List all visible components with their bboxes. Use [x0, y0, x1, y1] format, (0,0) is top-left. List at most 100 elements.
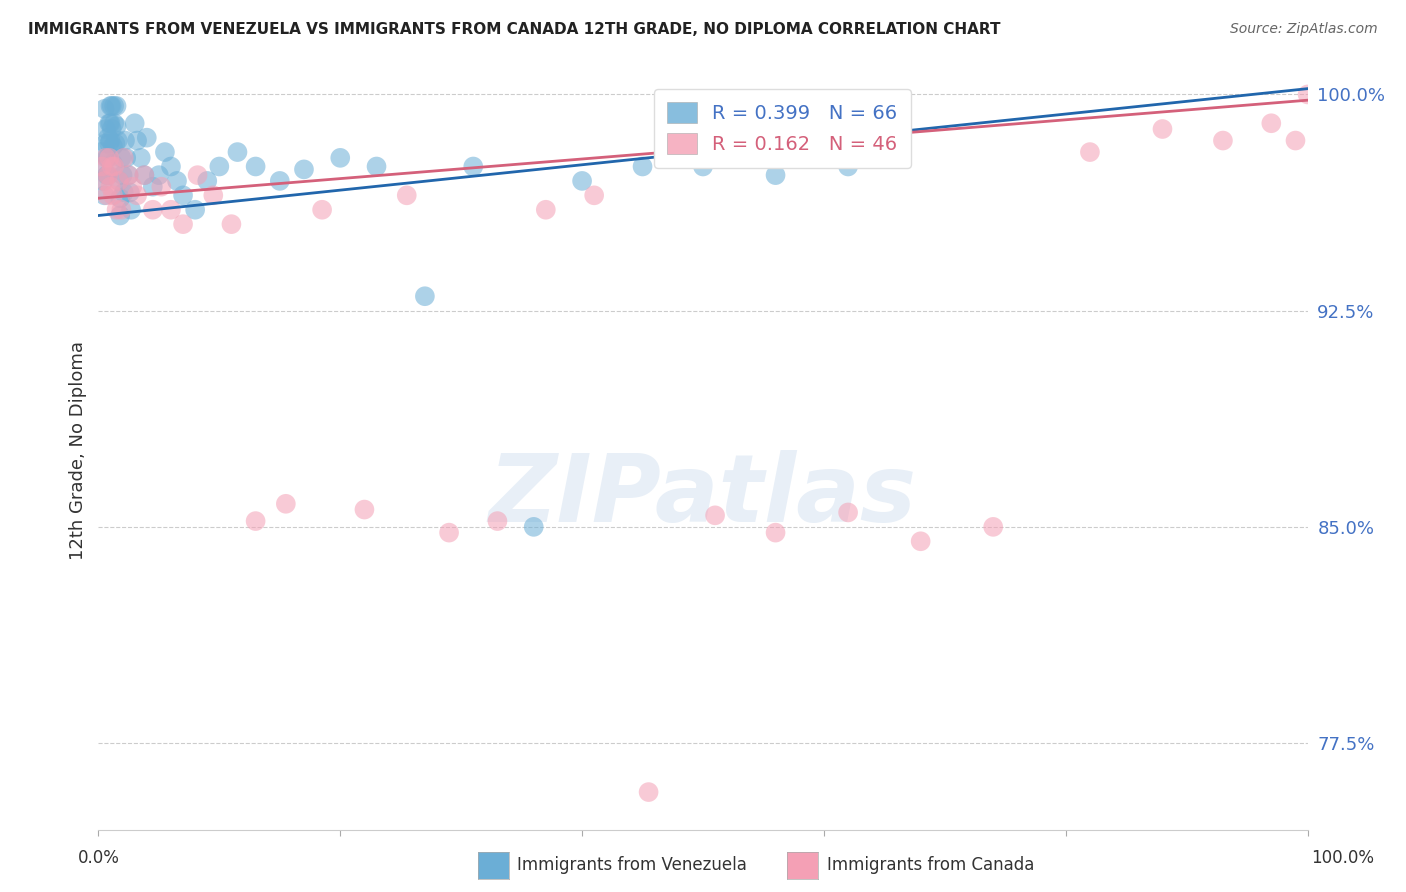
Point: [101, 188, 124, 202]
Point: [134, 168, 156, 182]
Point: [93, 102, 115, 116]
Point: [1296, 87, 1319, 102]
Point: [91, 174, 114, 188]
Point: [105, 202, 128, 217]
Point: [692, 160, 714, 174]
Y-axis label: 12th Grade, No Diploma: 12th Grade, No Diploma: [69, 341, 87, 560]
Point: [172, 188, 194, 202]
Point: [115, 151, 138, 165]
Point: [637, 785, 659, 799]
Text: 0.0%: 0.0%: [77, 849, 120, 867]
Point: [366, 160, 388, 174]
Point: [208, 160, 231, 174]
Point: [245, 514, 267, 528]
Point: [98, 151, 121, 165]
Point: [100, 134, 122, 148]
Point: [160, 160, 183, 174]
Point: [107, 134, 129, 148]
Point: [135, 130, 157, 145]
Point: [96, 151, 118, 165]
Point: [1078, 145, 1101, 159]
Point: [127, 188, 149, 202]
Point: [353, 502, 375, 516]
Point: [91, 160, 114, 174]
Point: [100, 160, 122, 174]
Point: [97, 151, 120, 165]
Point: [108, 209, 131, 223]
Point: [97, 168, 120, 182]
Point: [127, 134, 149, 148]
Point: [97, 130, 120, 145]
Point: [202, 188, 225, 202]
Point: [437, 525, 460, 540]
Point: [100, 179, 122, 194]
Point: [93, 188, 115, 202]
Point: [704, 508, 727, 523]
Point: [93, 174, 115, 188]
Point: [91, 160, 114, 174]
Point: [94, 136, 117, 151]
Point: [98, 116, 121, 130]
Point: [226, 145, 249, 159]
Point: [765, 168, 787, 182]
Point: [108, 174, 131, 188]
Point: [103, 99, 125, 113]
Point: [97, 168, 120, 182]
Point: [110, 151, 132, 165]
Point: [395, 188, 418, 202]
Point: [142, 202, 165, 217]
Point: [583, 188, 606, 202]
Point: [534, 202, 557, 217]
Point: [103, 116, 125, 130]
Point: [118, 168, 141, 182]
Text: Immigrants from Venezuela: Immigrants from Venezuela: [517, 856, 747, 874]
Point: [910, 534, 932, 549]
Point: [103, 160, 125, 174]
Point: [90, 145, 112, 159]
Point: [104, 136, 127, 151]
Point: [184, 202, 207, 217]
Point: [1260, 116, 1282, 130]
Point: [112, 151, 135, 165]
Point: [571, 174, 593, 188]
Text: IMMIGRANTS FROM VENEZUELA VS IMMIGRANTS FROM CANADA 12TH GRADE, NO DIPLOMA CORRE: IMMIGRANTS FROM VENEZUELA VS IMMIGRANTS …: [28, 22, 1001, 37]
Point: [166, 174, 188, 188]
Point: [1284, 134, 1306, 148]
Point: [463, 160, 485, 174]
Point: [105, 99, 128, 113]
Point: [329, 151, 352, 165]
Point: [101, 139, 124, 153]
Point: [153, 145, 176, 159]
Point: [108, 174, 131, 188]
Point: [134, 168, 156, 182]
Point: [274, 497, 297, 511]
Point: [160, 202, 183, 217]
Point: [118, 168, 141, 182]
Point: [120, 202, 142, 217]
Point: [1152, 122, 1174, 136]
Point: [100, 116, 122, 130]
Point: [981, 520, 1004, 534]
Point: [105, 119, 128, 133]
Legend: R = 0.399   N = 66, R = 0.162   N = 46: R = 0.399 N = 66, R = 0.162 N = 46: [654, 88, 911, 168]
Point: [118, 186, 141, 200]
Point: [112, 186, 135, 200]
Point: [150, 179, 173, 194]
Point: [94, 151, 117, 165]
Text: Immigrants from Canada: Immigrants from Canada: [827, 856, 1033, 874]
Point: [1212, 134, 1234, 148]
Point: [98, 136, 121, 151]
Point: [221, 217, 243, 231]
Point: [114, 134, 136, 148]
Point: [837, 505, 859, 519]
Point: [110, 202, 132, 217]
Point: [142, 179, 165, 194]
Point: [413, 289, 436, 303]
Point: [129, 151, 152, 165]
Point: [100, 122, 122, 136]
Point: [765, 525, 787, 540]
Point: [148, 168, 170, 182]
Point: [100, 99, 122, 113]
Point: [311, 202, 333, 217]
Point: [108, 191, 131, 205]
